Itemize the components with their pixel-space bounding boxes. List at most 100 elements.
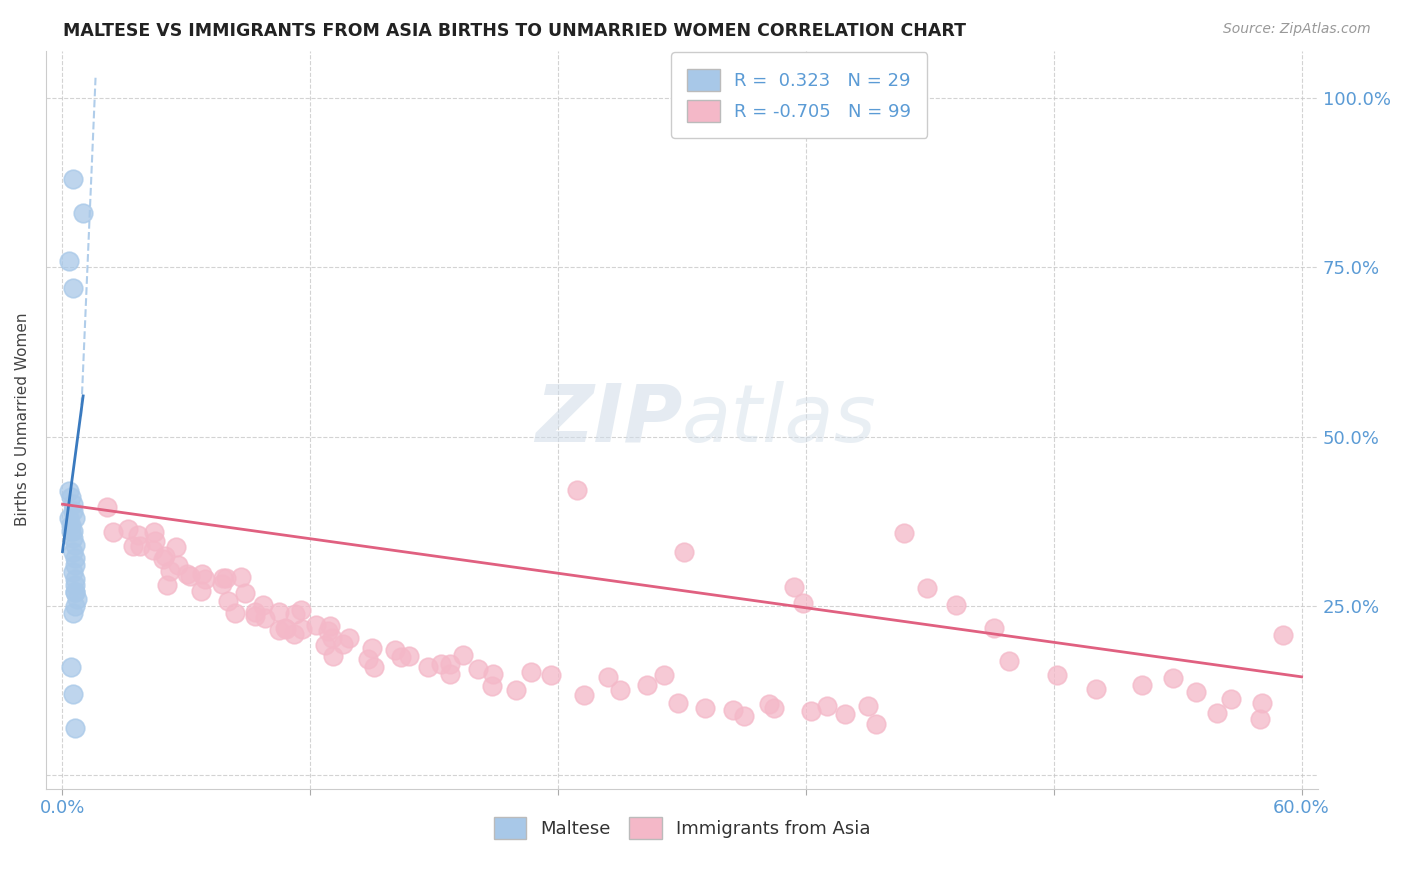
Point (63, 721, 86, 735)
Point (211, 577, 233, 591)
Point (59, 517, 82, 532)
Point (194, 572, 217, 586)
Point (62, 524, 84, 539)
Point (127, 528, 149, 542)
Point (815, 698, 838, 713)
Point (983, 621, 1005, 635)
Point (141, 542, 163, 557)
Point (467, 662, 489, 676)
Point (572, 689, 595, 703)
Point (733, 708, 755, 723)
Point (128, 540, 150, 554)
Point (224, 606, 246, 620)
Point (567, 483, 589, 497)
Point (152, 552, 174, 566)
Point (693, 701, 716, 715)
Point (384, 643, 406, 657)
Point (783, 581, 806, 595)
Point (190, 583, 212, 598)
Point (66, 592, 89, 607)
Point (865, 716, 887, 731)
Point (62, 172, 84, 186)
Point (63, 510, 86, 524)
Point (439, 667, 461, 681)
Point (103, 525, 125, 540)
Point (267, 623, 290, 637)
Point (231, 570, 253, 584)
Legend: Maltese, Immigrants from Asia: Maltese, Immigrants from Asia (486, 809, 877, 846)
Point (63, 585, 86, 599)
Point (269, 605, 291, 619)
Text: MALTESE VS IMMIGRANTS FROM ASIA BIRTHS TO UNMARRIED WOMEN CORRELATION CHART: MALTESE VS IMMIGRANTS FROM ASIA BIRTHS T… (63, 22, 966, 40)
Point (332, 637, 354, 651)
Point (360, 640, 382, 655)
Point (893, 526, 915, 541)
Point (998, 654, 1021, 668)
Point (159, 564, 181, 578)
Point (63, 558, 86, 573)
Point (63, 572, 86, 586)
Point (62, 606, 84, 620)
Point (416, 660, 439, 674)
Point (63, 551, 86, 566)
Point (721, 702, 744, 716)
Point (176, 566, 198, 581)
Point (792, 596, 814, 610)
Point (284, 607, 307, 622)
Point (143, 533, 166, 548)
Point (389, 650, 412, 665)
Point (122, 539, 145, 553)
Text: atlas: atlas (682, 381, 877, 458)
Point (666, 696, 689, 710)
Point (191, 566, 214, 581)
Point (212, 571, 235, 585)
Point (321, 631, 343, 645)
Y-axis label: Births to Unmarried Women: Births to Unmarried Women (15, 313, 30, 526)
Point (1251, 697, 1274, 711)
Point (858, 699, 880, 714)
Point (63, 599, 86, 613)
Point (58, 510, 80, 524)
Point (673, 545, 696, 559)
Point (1205, 706, 1227, 721)
Point (1132, 678, 1154, 692)
Point (254, 610, 277, 624)
Point (96, 500, 118, 514)
Point (1163, 671, 1185, 685)
Point (337, 632, 360, 646)
Point (63, 578, 86, 592)
Point (322, 648, 344, 663)
Point (72, 206, 94, 220)
Point (1271, 628, 1294, 642)
Point (636, 678, 658, 692)
Point (505, 683, 527, 698)
Point (273, 621, 295, 635)
Point (283, 627, 305, 641)
Point (519, 665, 541, 680)
Point (800, 704, 823, 718)
Point (453, 648, 475, 662)
Point (62, 531, 84, 545)
Point (357, 652, 380, 666)
Point (63, 538, 86, 552)
Point (62, 280, 84, 294)
Point (1185, 684, 1208, 698)
Point (763, 701, 786, 715)
Point (143, 525, 166, 540)
Point (1249, 712, 1271, 726)
Point (834, 706, 856, 721)
Point (305, 617, 328, 632)
Point (439, 657, 461, 671)
Point (179, 568, 201, 582)
Point (215, 571, 238, 585)
Point (243, 608, 266, 623)
Text: Source: ZipAtlas.com: Source: ZipAtlas.com (1223, 22, 1371, 37)
Point (596, 670, 619, 684)
Point (59, 491, 82, 505)
Point (252, 598, 274, 612)
Point (291, 623, 314, 637)
Point (276, 622, 298, 636)
Point (62, 565, 84, 579)
Point (758, 697, 780, 711)
Point (1219, 691, 1241, 706)
